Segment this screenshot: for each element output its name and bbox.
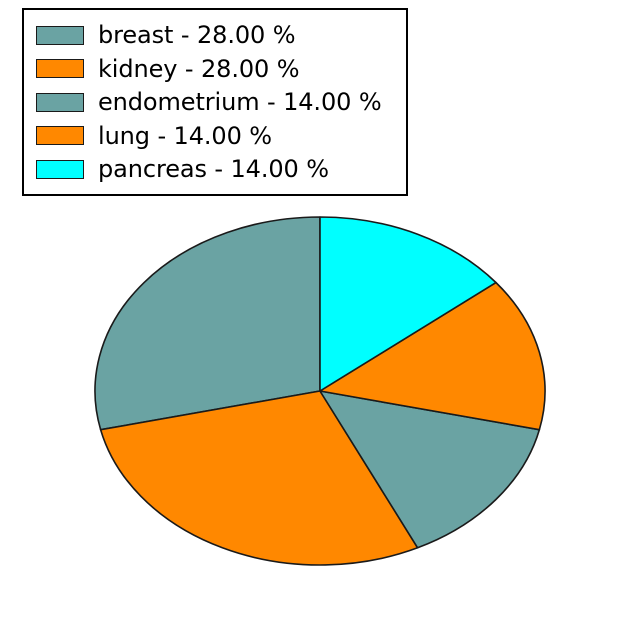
pie-slice-lung[interactable]	[319, 281, 546, 431]
pie-slice-pancreas[interactable]	[319, 216, 497, 392]
legend-label-kidney: kidney - 28.00 %	[98, 54, 300, 83]
legend-label-endometrium: endometrium - 14.00 %	[98, 88, 382, 116]
legend-item-endometrium[interactable]: endometrium - 14.00 %	[36, 86, 396, 118]
legend-swatch-endometrium	[36, 92, 84, 112]
legend-item-pancreas[interactable]: pancreas - 14.00 %	[36, 153, 396, 185]
legend-swatch-pancreas	[36, 159, 84, 179]
legend-item-kidney[interactable]: kidney - 28.00 %	[36, 53, 396, 85]
pie-slice-kidney[interactable]	[99, 390, 419, 566]
legend-item-lung[interactable]: lung - 14.00 %	[36, 120, 396, 152]
legend-swatch-breast	[36, 25, 84, 45]
legend-swatch-lung	[36, 126, 84, 145]
legend-label-breast: breast - 28.00 %	[98, 21, 296, 49]
chart-legend: breast - 28.00 % kidney - 28.00 % endome…	[22, 8, 408, 196]
legend-label-lung: lung - 14.00 %	[98, 121, 272, 150]
legend-swatch-kidney	[36, 59, 84, 78]
legend-label-pancreas: pancreas - 14.00 %	[98, 155, 329, 183]
pie-slice-group	[94, 216, 546, 566]
pie-slice-endometrium[interactable]	[319, 390, 541, 549]
legend-item-breast[interactable]: breast - 28.00 %	[36, 19, 396, 51]
pie-slice-breast[interactable]	[94, 216, 321, 431]
